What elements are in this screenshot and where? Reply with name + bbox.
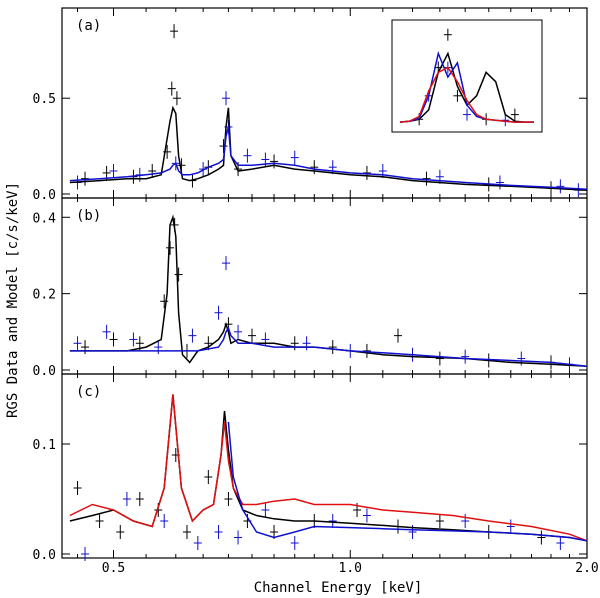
panel-c-red-model [69, 394, 588, 542]
panel-a-label: (a) [76, 18, 101, 34]
panel-c-black-model [69, 394, 588, 542]
inset-red-model [399, 66, 534, 123]
panel-c-frame [61, 373, 588, 559]
panel-a-y-tick-label: 0.0 [33, 188, 56, 203]
panel-b: 0.0 0.2 0.4 (b) [33, 197, 588, 379]
panel-c-y-tick-label: 0.0 [33, 548, 56, 563]
inset-frame [391, 19, 543, 133]
panel-c-blue-model [227, 421, 588, 542]
panel-b-black-model [69, 214, 588, 367]
panel-b-label: (b) [76, 208, 101, 224]
panel-c-label: (c) [76, 384, 101, 400]
y-axis-title: RGS Data and Model [c/s/keV] [5, 182, 21, 418]
panel-a-y-tick-label: 0.5 [33, 92, 56, 107]
panel-c: 0.0 0.1 (c) 0.5 1.0 2.0 [33, 373, 599, 576]
x-tick-label: 2.0 [575, 561, 598, 576]
panel-b-y-tick-label: 0.0 [33, 364, 56, 379]
panel-b-y-tick-label: 0.4 [33, 211, 57, 226]
panel-a-blue-model [69, 126, 588, 190]
x-tick-label: 0.5 [102, 561, 125, 576]
x-axis-title: Channel Energy [keV] [254, 580, 423, 596]
panel-b-y-tick-label: 0.2 [33, 288, 56, 303]
x-tick-label: 1.0 [339, 561, 362, 576]
panel-c-y-tick-label: 0.1 [33, 438, 56, 453]
panel-b-blue-model [69, 326, 588, 367]
panel-a: 0.0 0.5 (a) [33, 7, 588, 203]
